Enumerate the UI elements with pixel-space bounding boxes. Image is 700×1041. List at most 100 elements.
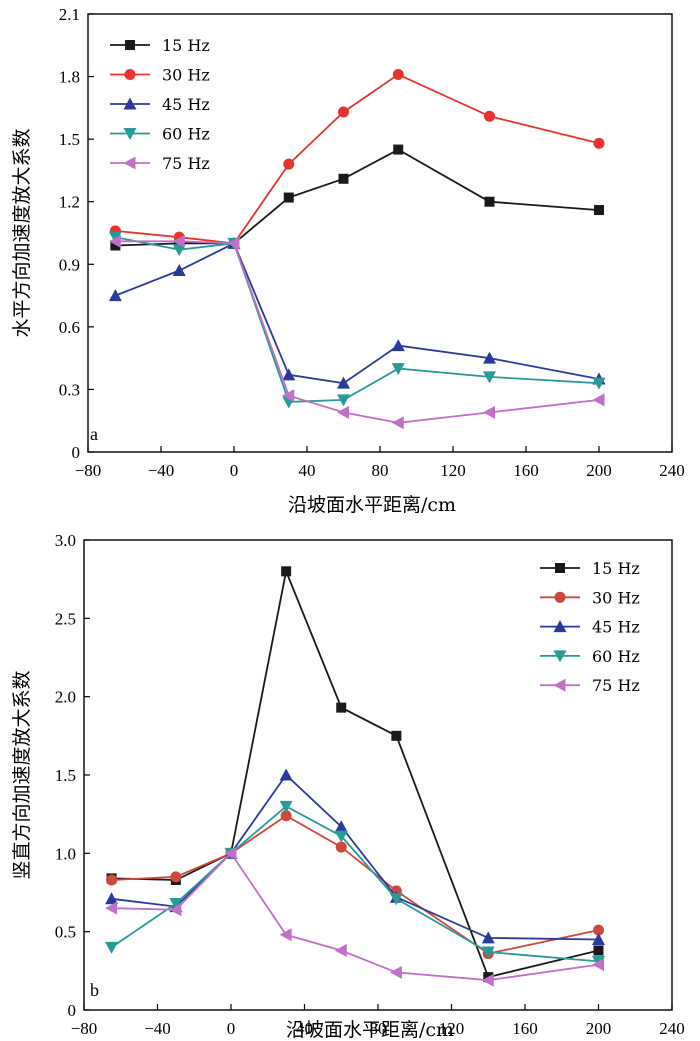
chart-b-y-tick-label: 1.0 <box>55 844 76 863</box>
chart-a-data-point <box>283 192 294 203</box>
chart-a-x-axis-title: 沿坡面水平距离/cm <box>288 494 456 516</box>
chart-a-data-point <box>172 234 185 248</box>
chart-b-data-point <box>389 893 403 906</box>
chart-a-legend-label: 15 Hz <box>162 36 210 55</box>
chart-a-legend-swatch-marker <box>123 128 137 140</box>
chart-a-data-point <box>110 240 121 251</box>
chart-a-x-tick-label: −80 <box>75 461 102 480</box>
chart-a-legend-swatch-marker <box>124 69 136 80</box>
chart-b-x-tick-label: 0 <box>227 1019 236 1038</box>
chart-a-data-point <box>227 236 240 250</box>
chart-b-data-point <box>279 928 292 942</box>
chart-b-legend-swatch-marker <box>553 678 566 692</box>
chart-b-x-axis-title: 沿坡面水平距离/cm <box>286 1019 454 1041</box>
chart-b: −80 −40 0 40 80 120 160 200 240 0 0.5 1.0 1.5 2.0 2.5 3… <box>11 531 685 1041</box>
chart-a-data-point <box>338 106 349 118</box>
chart-b-x-tick-label: 200 <box>586 1019 612 1038</box>
chart-a-data-point <box>593 137 605 149</box>
chart-b-legend-swatch-marker <box>553 620 567 633</box>
chart-b-data-point <box>170 871 182 883</box>
chart-b-data-point <box>481 931 495 944</box>
chart-a-y-tick-label: 0.9 <box>59 255 80 274</box>
chart-a-series-line <box>115 240 600 424</box>
chart-b-legend-item: 45 Hz <box>540 618 640 637</box>
chart-b-data-point <box>593 924 604 936</box>
chart-b-legend-label: 75 Hz <box>592 676 640 695</box>
chart-a-legend-label: 60 Hz <box>162 125 210 144</box>
chart-b-legend-label: 60 Hz <box>592 647 640 666</box>
chart-a-x-tick-label: 160 <box>513 461 539 480</box>
chart-b-series-line <box>111 773 599 941</box>
chart-a-data-point <box>282 389 295 403</box>
chart-b-legend: 15 Hz 30 Hz 45 Hz 60 Hz 75 Hz <box>540 559 640 695</box>
chart-a-data-point <box>337 394 350 407</box>
chart-a-legend-label: 45 Hz <box>162 95 210 114</box>
chart-b-data-point <box>334 820 348 833</box>
chart-a-legend-item: 45 Hz <box>110 95 210 114</box>
chart-b-data-point <box>105 941 119 954</box>
chart-a-y-tick-label: 2.1 <box>59 5 80 24</box>
chart-a-x-tick-label: 240 <box>659 461 685 480</box>
chart-b-legend-item: 75 Hz <box>540 676 640 695</box>
chart-a-legend-item: 15 Hz <box>110 36 210 55</box>
chart-b-data-point <box>105 901 118 915</box>
chart-b-data-point <box>592 958 604 972</box>
chart-b-data-point <box>335 841 347 853</box>
chart-b-data-point <box>334 943 347 957</box>
chart-a-data-point <box>172 244 186 257</box>
chart-b-data-point <box>280 810 292 822</box>
chart-a-data-point <box>108 289 122 302</box>
chart-b-x-tick-label: 80 <box>370 1019 387 1038</box>
chart-a: −80 −40 0 40 80 120 160 200 240 0 0.3 0.6 0.9 1.2 1.5 1… <box>11 5 685 516</box>
chart-a-x-tick-label: −40 <box>148 461 175 480</box>
chart-b-y-axis-title: 竖直方向加速度放大系数 <box>11 670 33 879</box>
chart-b-data-point <box>224 846 237 860</box>
chart-a-data-point <box>337 376 350 389</box>
chart-b-legend-label: 45 Hz <box>592 618 640 637</box>
chart-b-legend-swatch-marker <box>553 650 567 663</box>
chart-a-legend-swatch-marker <box>123 156 136 170</box>
chart-b-series-line <box>111 568 599 979</box>
chart-b-legend-item: 30 Hz <box>540 588 640 607</box>
chart-a-data-point <box>483 371 496 384</box>
chart-a-data-point <box>592 377 606 390</box>
chart-a-x-tick-label: 120 <box>440 461 466 480</box>
chart-b-data-point <box>391 730 402 741</box>
chart-b-data-point <box>281 566 292 577</box>
chart-a-data-point <box>391 416 404 430</box>
chart-a-legend-item: 60 Hz <box>110 125 210 144</box>
chart-b-data-point <box>389 965 402 979</box>
chart-b-y-tick-label: 2.5 <box>55 609 76 628</box>
chart-b-x-tick-label: 240 <box>659 1019 685 1038</box>
chart-a-y-tick-label: 0.6 <box>59 318 80 337</box>
chart-a-data-point <box>283 158 295 170</box>
chart-a-data-point <box>392 68 404 80</box>
chart-b-y-tick-label: 3.0 <box>55 531 76 550</box>
chart-a-data-point <box>594 205 604 216</box>
chart-a-data-point <box>483 405 495 419</box>
chart-b-series-line <box>111 851 599 982</box>
chart-a-x-tick-label: 80 <box>372 461 389 480</box>
chart-b-data-point <box>105 892 119 905</box>
chart-a-series-line <box>115 73 600 245</box>
chart-b-x-tick-label: 120 <box>439 1019 465 1038</box>
chart-a-legend-label: 75 Hz <box>162 154 210 173</box>
chart-a-y-tick-label: 0 <box>72 443 81 462</box>
chart-b-data-point <box>592 933 605 945</box>
chart-b-legend-label: 15 Hz <box>592 559 640 578</box>
chart-a-data-point <box>393 144 404 155</box>
chart-b-legend-swatch-marker <box>554 591 566 603</box>
chart-a-data-point <box>391 363 405 376</box>
chart-a-legend-swatch-marker <box>125 40 135 50</box>
chart-a-data-point <box>338 173 349 184</box>
chart-b-legend-swatch-marker <box>555 563 565 573</box>
chart-a-y-tick-label: 0.3 <box>59 380 80 399</box>
chart-b-x-tick-label: 160 <box>512 1019 538 1038</box>
chart-a-y-axis-title: 水平方向加速度放大系数 <box>11 128 33 337</box>
chart-b-legend-label: 30 Hz <box>592 588 640 607</box>
chart-a-data-point <box>391 339 405 352</box>
chart-a-legend-label: 30 Hz <box>162 66 210 85</box>
chart-b-panel-letter: b <box>90 980 99 1000</box>
chart-a-series-line <box>115 236 600 403</box>
